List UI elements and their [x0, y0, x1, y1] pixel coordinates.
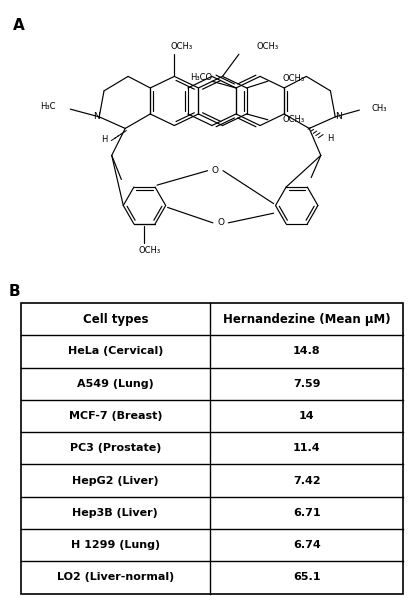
Text: CH₃: CH₃ [372, 104, 387, 113]
Text: H 1299 (Lung): H 1299 (Lung) [71, 540, 160, 550]
Text: OCH₃: OCH₃ [170, 42, 192, 51]
Text: O: O [212, 166, 219, 175]
Text: H₃CO: H₃CO [190, 73, 212, 82]
Text: N: N [93, 112, 100, 121]
Text: A: A [13, 18, 24, 33]
Text: PC3 (Prostate): PC3 (Prostate) [70, 444, 161, 453]
Text: H₃C: H₃C [40, 102, 56, 111]
Text: 11.4: 11.4 [293, 444, 320, 453]
Text: 7.59: 7.59 [293, 379, 320, 388]
Text: LO2 (Liver-normal): LO2 (Liver-normal) [57, 573, 174, 582]
Text: OCH₃: OCH₃ [138, 247, 160, 255]
Text: 65.1: 65.1 [293, 573, 320, 582]
Text: Hernandezine (Mean μM): Hernandezine (Mean μM) [223, 313, 391, 325]
Text: OCH₃: OCH₃ [282, 115, 304, 124]
Text: H: H [101, 135, 107, 144]
Text: H: H [327, 133, 333, 142]
Text: N: N [335, 112, 341, 121]
Text: B: B [8, 284, 20, 299]
Text: 14.8: 14.8 [293, 347, 320, 356]
Text: HeLa (Cervical): HeLa (Cervical) [68, 347, 163, 356]
Text: OCH₃: OCH₃ [282, 74, 304, 83]
Text: 14: 14 [299, 411, 315, 421]
Text: HepG2 (Liver): HepG2 (Liver) [72, 476, 159, 485]
Text: Cell types: Cell types [83, 313, 148, 325]
Text: 7.42: 7.42 [293, 476, 320, 485]
Text: 6.74: 6.74 [293, 540, 320, 550]
Text: OCH₃: OCH₃ [256, 42, 278, 51]
Text: Hep3B (Liver): Hep3B (Liver) [73, 508, 158, 518]
Text: MCF-7 (Breast): MCF-7 (Breast) [68, 411, 162, 421]
Text: A549 (Lung): A549 (Lung) [77, 379, 154, 388]
Text: 6.71: 6.71 [293, 508, 320, 518]
Text: O: O [217, 218, 224, 227]
